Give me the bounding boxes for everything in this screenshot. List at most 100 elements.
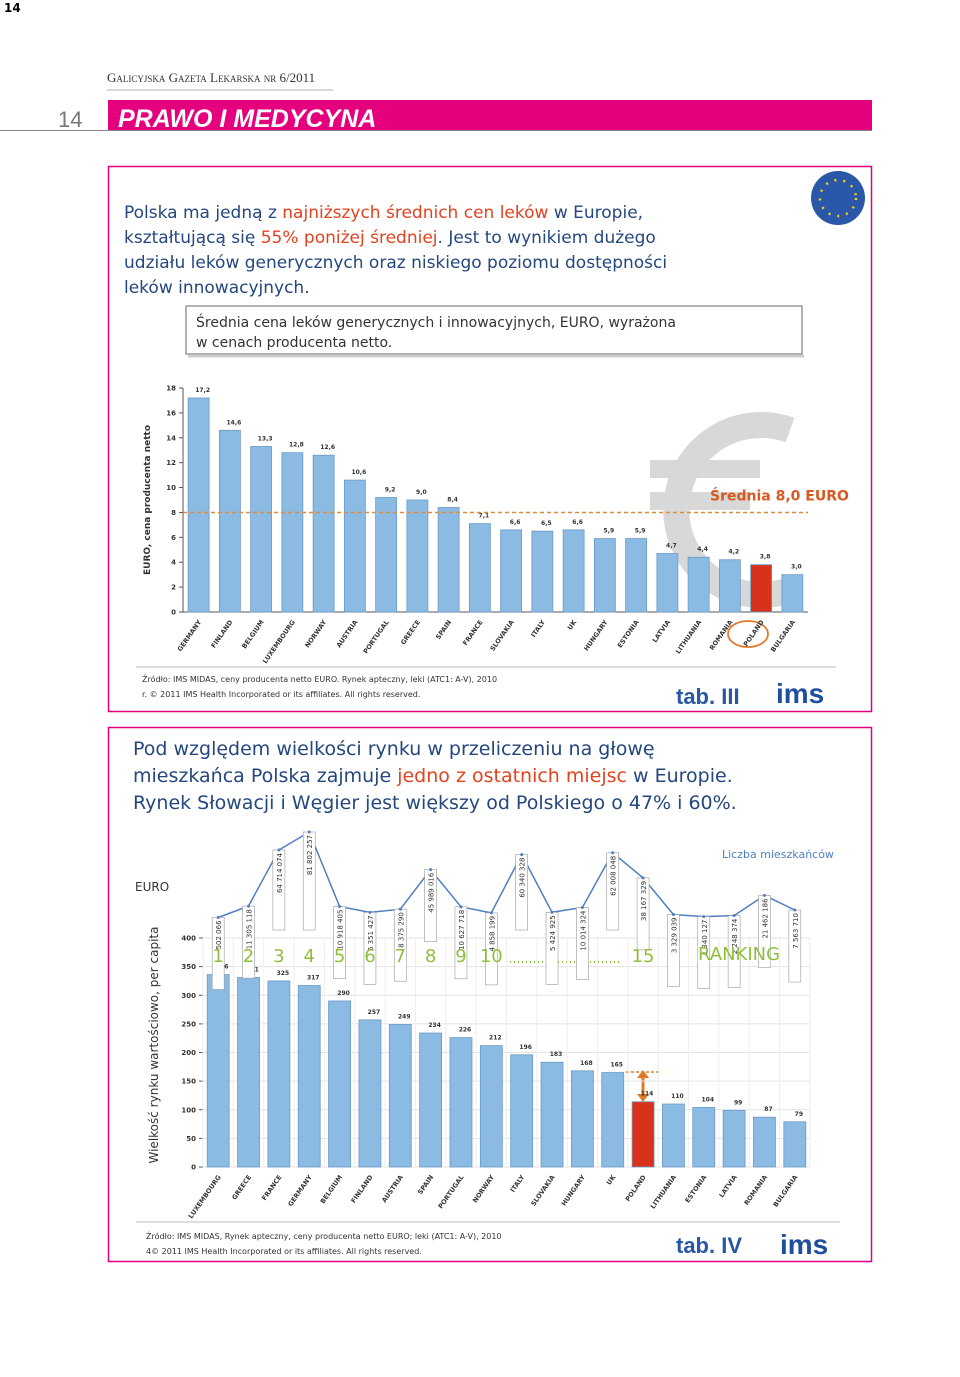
value-label: 99: [734, 1099, 742, 1106]
population-point: [247, 904, 251, 908]
value-label: 325: [277, 970, 290, 977]
headline-part: jedno z ostatnich miejsc: [396, 765, 627, 787]
value-label: 12,8: [289, 442, 304, 449]
y-tick-label: 350: [181, 963, 196, 971]
bar: [267, 980, 291, 1168]
value-label: 317: [307, 975, 320, 982]
value-label: 7,1: [479, 513, 490, 520]
logo: ims: [776, 678, 824, 709]
y-tick-label: 2: [171, 584, 176, 592]
y-tick-label: 12: [166, 459, 176, 467]
population-point: [489, 911, 493, 915]
euro-symbol: [650, 460, 760, 478]
section-number: 14: [58, 107, 82, 132]
value-label: 249: [398, 1013, 411, 1020]
value-label: 13,3: [258, 435, 273, 442]
source-note: r. © 2011 IMS Health Incorporated or its…: [142, 690, 420, 699]
population-label: 10 014 324: [579, 910, 587, 951]
y-tick-label: 400: [181, 935, 196, 943]
population-label: 45 989 016: [428, 872, 436, 913]
value-label: 290: [337, 990, 350, 997]
headline: mieszkańca Polska zajmuje jedno z ostatn…: [133, 765, 733, 787]
comparison-arrow: [637, 1070, 649, 1102]
value-label: 3,0: [791, 564, 802, 571]
population-point: [459, 905, 463, 909]
population-label: 10 918 405: [337, 910, 345, 950]
source-note: 4© 2011 IMS Health Incorporated or its a…: [146, 1247, 422, 1256]
bar: [510, 1054, 534, 1168]
bar: [375, 497, 398, 613]
population-point: [520, 853, 524, 857]
y-axis-label: EURO, cena producenta netto: [143, 425, 153, 575]
y-tick-label: 4: [171, 559, 176, 567]
page-number: 14: [4, 1, 21, 15]
ranking-number: 10: [480, 946, 503, 967]
population-point: [429, 868, 433, 872]
value-label: 14,6: [226, 419, 241, 426]
ranking-number: 1: [212, 946, 223, 967]
headline-part: kształtującą się: [124, 228, 261, 248]
headline-part: najniższych średnich cen leków: [282, 203, 548, 223]
value-label: 212: [489, 1035, 502, 1042]
ranking-number: 15: [632, 946, 655, 967]
bar: [718, 559, 741, 613]
ranking-number: 5: [334, 946, 345, 967]
value-label: 3,8: [760, 554, 771, 561]
population-label: 2 248 374: [731, 918, 739, 954]
headline: Pod względem wielkości rynku w przelicze…: [133, 738, 655, 760]
y-tick-label: 50: [186, 1135, 196, 1143]
frame: [107, 726, 873, 1263]
section-title: PRAWO I MEDYCYNA: [118, 105, 376, 133]
population-label: 5 351 427: [367, 915, 375, 951]
headline-part: w Europie,: [548, 203, 643, 223]
value-label: 6,6: [572, 519, 583, 526]
population-label: 38 167 329: [640, 881, 648, 921]
caption: tab. IV: [676, 1233, 742, 1258]
bar: [250, 446, 273, 613]
population-point: [338, 905, 342, 909]
population-label: 81 802 257: [306, 835, 314, 875]
population-label: 60 340 328: [519, 858, 527, 898]
bar: [781, 574, 804, 613]
bar: [437, 507, 460, 613]
population-point: [702, 915, 706, 919]
bar: [218, 429, 241, 613]
y-axis-label: Wielkość rynku wartościowo, per capita: [147, 927, 161, 1164]
population-point: [793, 908, 797, 912]
population-label: 8 375 290: [397, 912, 405, 948]
ranking-number: 8: [425, 946, 436, 967]
bar: [406, 499, 429, 613]
value-label: 10,6: [351, 469, 366, 476]
value-label: 104: [702, 1096, 715, 1103]
source-note: Źródło: IMS MIDAS, Rynek apteczny, ceny …: [146, 1230, 502, 1241]
value-label: 4,2: [729, 549, 740, 556]
value-label: 9,0: [416, 489, 427, 496]
highlight-ring: [727, 620, 769, 648]
headline-part: udziału leków generycznych oraz niskiego…: [124, 253, 667, 273]
headline-part: . Jest to wynikiem dużego: [438, 228, 656, 248]
bar: [662, 1103, 685, 1168]
value-label: 5,9: [635, 528, 646, 535]
ranking-number: 9: [455, 946, 466, 967]
bar: [206, 974, 230, 1168]
value-label: 114: [641, 1091, 654, 1098]
bar: [656, 553, 679, 613]
value-label: 168: [580, 1060, 593, 1067]
value-label: 226: [459, 1027, 472, 1034]
headline-part: leków innowacyjnych.: [124, 278, 310, 298]
y-tick-label: 6: [171, 534, 176, 542]
bar: [687, 556, 710, 613]
headline-part: mieszkańca Polska zajmuje: [133, 765, 397, 787]
value-label: 12,6: [320, 444, 335, 451]
population-label: 64 714 074: [276, 852, 284, 893]
y-tick-label: 10: [166, 484, 176, 492]
ranking-number: 2: [243, 946, 254, 967]
bar: [479, 1045, 503, 1168]
population-point: [398, 907, 402, 911]
ranking-number: 7: [395, 946, 406, 967]
population-point: [216, 915, 220, 919]
subtitle: Średnia cena leków generycznych i innowa…: [196, 313, 676, 331]
bar: [419, 1032, 443, 1168]
